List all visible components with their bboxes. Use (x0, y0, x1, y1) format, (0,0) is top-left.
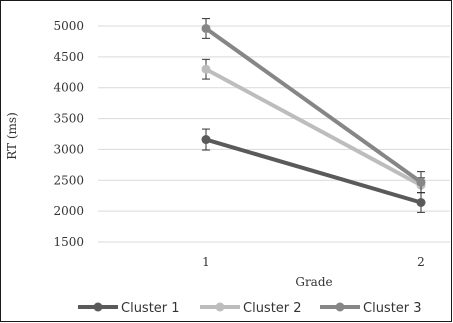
y-axis-title: RT (ms) (5, 112, 19, 160)
x-tick-label: 1 (202, 255, 210, 269)
legend-item-1: Cluster 1 (78, 301, 180, 316)
legend-swatch-marker (215, 302, 225, 312)
data-point (416, 198, 426, 208)
series-line (204, 26, 423, 184)
legend-swatch-marker (93, 302, 103, 312)
y-tick-label: 1500 (53, 235, 84, 249)
legend-item-3: Cluster 3 (320, 301, 422, 316)
y-tick-label: 4000 (53, 81, 84, 95)
data-point (201, 135, 211, 145)
series-group (201, 18, 426, 213)
data-point (201, 64, 211, 74)
legend-label: Cluster 1 (121, 301, 180, 316)
y-tick-label: 5000 (53, 19, 84, 33)
data-point (416, 177, 426, 187)
legend: Cluster 1 Cluster 2 Cluster 3 (78, 301, 422, 316)
y-tick-label: 3000 (53, 142, 84, 156)
legend-label: Cluster 2 (243, 301, 302, 316)
series-line (205, 137, 422, 205)
y-tick-label: 2500 (53, 173, 84, 187)
y-tick-label: 3500 (53, 112, 84, 126)
legend-swatch-marker (335, 302, 345, 312)
series-line (205, 67, 422, 187)
data-point (201, 23, 211, 33)
legend-label: Cluster 3 (363, 301, 422, 316)
x-tick-label: 2 (417, 255, 425, 269)
series-3 (201, 18, 426, 194)
gridlines (98, 25, 450, 243)
y-tick-labels: 5000 4500 4000 3500 3000 2500 2000 1500 (53, 19, 84, 249)
legend-item-2: Cluster 2 (200, 301, 302, 316)
y-tick-label: 2000 (53, 204, 84, 218)
x-axis-title: Grade (295, 275, 332, 289)
series-1 (201, 128, 426, 213)
y-tick-label: 4500 (53, 50, 84, 64)
